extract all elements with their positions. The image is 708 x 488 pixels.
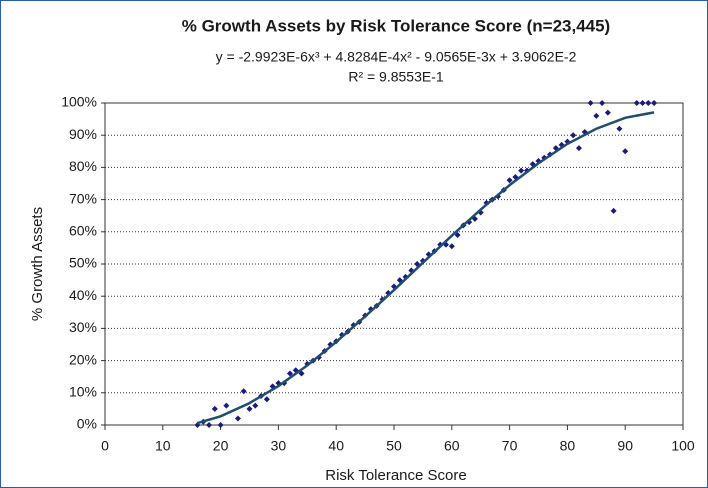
point [604, 109, 611, 116]
trend-line [197, 111, 655, 425]
point [448, 243, 455, 250]
point [506, 177, 513, 184]
x-tick-label: 40 [328, 438, 344, 454]
point [263, 396, 270, 403]
y-tick-label: 10% [69, 384, 97, 400]
point [223, 402, 230, 409]
y-axis-label: % Growth Assets [29, 207, 46, 321]
y-tick-label: 100% [61, 94, 97, 110]
y-tick-label: 90% [69, 126, 97, 142]
point [518, 167, 525, 174]
y-tick-label: 70% [69, 190, 97, 206]
x-tick-label: 20 [213, 438, 229, 454]
x-tick-label: 80 [560, 438, 576, 454]
point [593, 112, 600, 119]
point [217, 422, 224, 428]
chart-title: % Growth Assets by Risk Tolerance Score … [182, 16, 610, 35]
point [234, 415, 241, 422]
point [252, 402, 259, 409]
point [599, 100, 606, 106]
point [639, 100, 646, 106]
x-tick-label: 10 [155, 438, 171, 454]
point [246, 405, 253, 412]
point [651, 100, 658, 106]
x-axis-label: Risk Tolerance Score [325, 467, 466, 484]
point [570, 132, 577, 139]
x-tick-label: 100 [671, 438, 695, 454]
y-tick-label: 20% [69, 351, 97, 367]
point [616, 125, 623, 132]
x-tick-label: 30 [271, 438, 287, 454]
x-tick-label: 50 [386, 438, 402, 454]
point [454, 232, 461, 239]
point [211, 405, 218, 412]
point [633, 100, 640, 106]
y-tick-label: 50% [69, 255, 97, 271]
x-tick-label: 70 [502, 438, 518, 454]
point [286, 370, 293, 377]
y-tick-label: 80% [69, 158, 97, 174]
point [587, 100, 594, 106]
point [610, 207, 617, 214]
x-tick-label: 60 [444, 438, 460, 454]
x-tick-label: 0 [101, 438, 109, 454]
point [645, 100, 652, 106]
point [206, 422, 213, 428]
plot-border [104, 102, 684, 426]
y-tick-label: 0% [77, 416, 97, 432]
point [575, 145, 582, 152]
subtitle: y = -2.9923E-6x³ + 4.8284E-4x² - 9.0565E… [216, 49, 577, 65]
y-tick-label: 60% [69, 223, 97, 239]
y-tick-label: 30% [69, 319, 97, 335]
y-tick-label: 40% [69, 287, 97, 303]
point [622, 148, 629, 155]
subtitle: R² = 9.8553E-1 [348, 69, 444, 85]
point [240, 388, 247, 395]
x-tick-label: 90 [617, 438, 633, 454]
